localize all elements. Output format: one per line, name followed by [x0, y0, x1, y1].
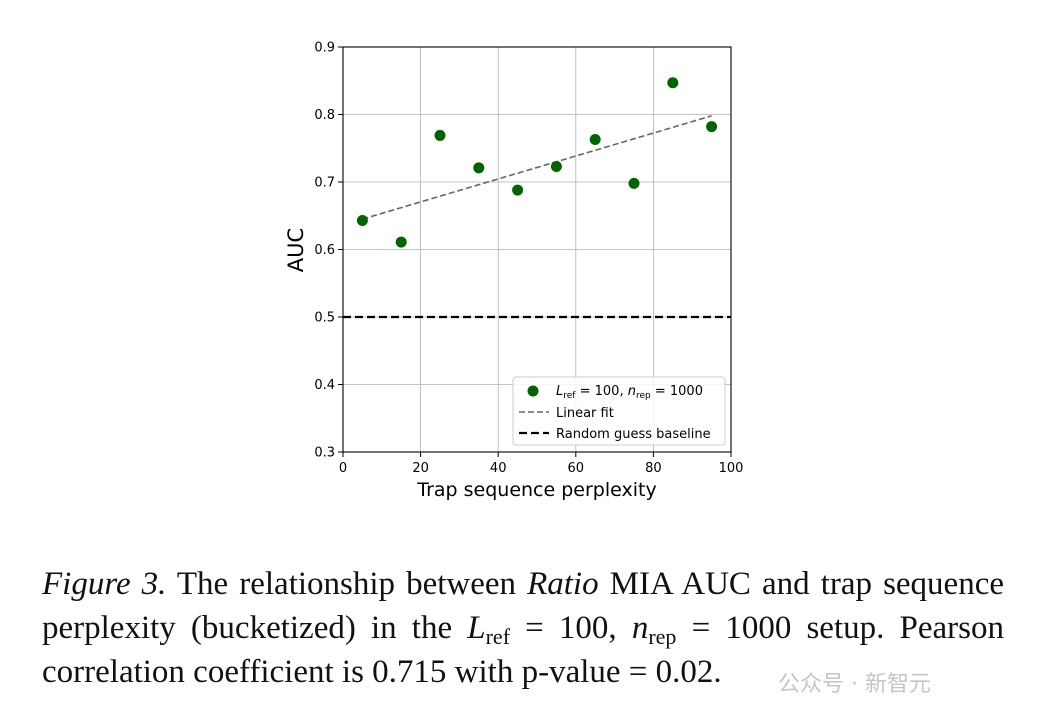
scatter-point: [589, 133, 601, 145]
y-tick-label: 0.6: [314, 243, 335, 258]
y-axis-label: AUC: [284, 228, 308, 272]
legend-eq1: = 100,: [575, 384, 627, 399]
y-tick-label: 0.9: [314, 41, 335, 56]
chart: 0 20 40 60 80 100 0.3 0.4 0.5 0.6 0.7 0.8 0.9 Trap …: [284, 41, 744, 502]
x-tick-label: 40: [490, 461, 507, 476]
y-tick-label: 0.7: [314, 176, 335, 191]
caption-eq2: = 1000: [676, 610, 792, 646]
scatter-point: [512, 184, 524, 196]
x-tick-label: 100: [719, 461, 744, 476]
scatter-point: [628, 177, 640, 189]
legend-label-linear-fit: Linear fit: [556, 406, 614, 421]
x-tick-label: 0: [339, 461, 347, 476]
legend-marker-points: [527, 385, 539, 397]
linear-fit-line: [362, 115, 712, 220]
x-tick-label: 60: [568, 461, 585, 476]
scatter-point: [706, 121, 718, 133]
x-tick-label: 20: [412, 461, 429, 476]
scatter-point: [434, 129, 446, 141]
legend-l-symbol: L: [556, 384, 563, 399]
figure-label: Figure 3.: [42, 566, 167, 602]
x-tick-label: 80: [645, 461, 662, 476]
caption-rep-subscript: rep: [648, 624, 677, 649]
scatter-points: [356, 77, 718, 248]
caption-n-symbol: n: [631, 610, 649, 646]
caption-text-2: MIA AUC and trap sequence perplexity (bu…: [42, 566, 1004, 646]
legend-label-points: Lref = 100, nrep = 1000: [556, 384, 703, 401]
y-tick-label: 0.5: [314, 311, 335, 326]
y-tick-label: 0.3: [314, 446, 335, 461]
scatter-point: [550, 160, 562, 172]
figure-caption: Figure 3. The relationship between Ratio…: [42, 562, 1004, 694]
fit-layer: [362, 115, 712, 220]
caption-text-1: The relationship between: [166, 566, 528, 602]
caption-ratio: Ratio: [527, 566, 599, 602]
caption-l-symbol: L: [467, 610, 486, 646]
legend-eq2: = 1000: [651, 384, 703, 399]
y-tick-label: 0.8: [314, 108, 335, 123]
watermark: 公众号 · 新智元: [778, 672, 931, 697]
legend-rep-subscript: rep: [636, 391, 651, 401]
caption-text-3: setup. Pearson correlation coefficient i…: [42, 610, 1004, 690]
legend-box: [512, 376, 726, 446]
scatter-point: [395, 236, 407, 248]
legend: Lref = 100, nrep = 1000 Linear fit Rando…: [512, 376, 726, 446]
caption-ref-subscript: ref: [485, 624, 511, 649]
scatter-point: [356, 214, 368, 226]
y-axis-ticks: 0.3 0.4 0.5 0.6 0.7 0.8 0.9: [314, 41, 343, 461]
legend-ref-subscript: ref: [563, 391, 576, 401]
scatter-point: [473, 162, 485, 174]
x-axis-label: Trap sequence perplexity: [416, 479, 656, 501]
caption-eq1: = 100,: [510, 610, 632, 646]
y-tick-label: 0.4: [314, 378, 335, 393]
x-axis-ticks: 0 20 40 60 80 100: [339, 452, 744, 476]
legend-n-symbol: n: [628, 384, 636, 399]
scatter-point: [667, 77, 679, 89]
legend-label-baseline: Random guess baseline: [556, 427, 711, 442]
